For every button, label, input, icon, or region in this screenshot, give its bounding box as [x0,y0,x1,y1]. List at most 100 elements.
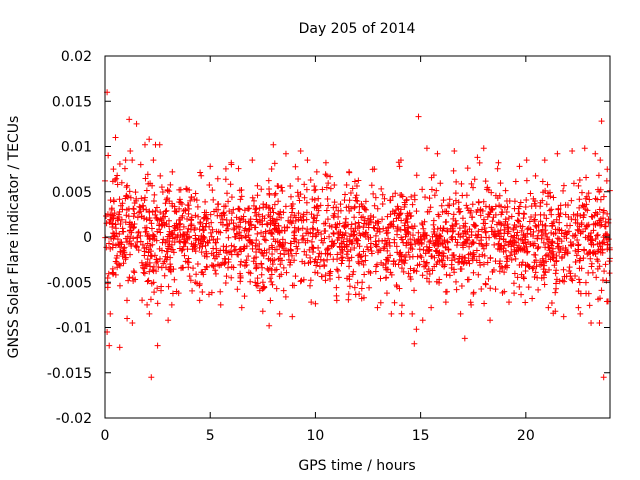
data-point [351,231,358,238]
data-point [553,285,560,292]
data-point [449,233,456,240]
data-point [596,206,603,213]
data-point [543,215,550,222]
data-point [254,283,261,290]
data-point [503,198,510,205]
data-point [456,225,463,232]
data-point [387,197,394,204]
data-point [404,225,411,232]
data-point [542,187,549,194]
data-point [510,280,517,287]
data-point [480,145,487,152]
data-point [268,266,275,273]
data-point [163,196,170,203]
data-point [532,211,539,218]
data-point [243,261,250,268]
data-point [451,256,458,263]
data-point [168,241,175,248]
data-point [145,277,152,284]
data-point [324,195,331,202]
data-point [206,237,213,244]
data-point [396,163,403,170]
data-point [312,269,319,276]
data-point [280,209,287,216]
data-point [124,182,131,189]
data-point [600,209,607,216]
data-point [287,214,294,221]
data-point [237,196,244,203]
x-tick-label: 20 [517,428,535,444]
data-point [338,254,345,261]
data-point [423,145,430,152]
data-point [592,150,599,157]
data-point [210,245,217,252]
data-point [222,279,229,286]
data-point [397,249,404,256]
data-point [154,342,161,349]
data-point [515,217,522,224]
data-point [116,160,123,167]
data-point [180,223,187,230]
data-point [237,272,244,279]
data-point [342,215,349,222]
data-point [374,225,381,232]
data-point [550,194,557,201]
data-point [338,260,345,267]
data-point [169,290,176,297]
data-point [419,221,426,228]
data-point [227,248,234,255]
data-point [603,236,610,243]
data-point [148,280,155,287]
data-point [315,253,322,260]
data-point [391,210,398,217]
data-point [394,225,401,232]
data-point [444,228,451,235]
data-point [427,204,434,211]
data-point [405,270,412,277]
data-point [411,340,418,347]
data-point [253,237,260,244]
data-point [391,236,398,243]
data-point [141,141,148,148]
data-point [532,172,539,179]
data-point [572,216,579,223]
data-point [501,242,508,249]
data-point [383,227,390,234]
data-point [495,240,502,247]
data-point [123,184,130,191]
data-point [416,261,423,268]
data-point [397,226,404,233]
data-point [313,231,320,238]
data-point [333,266,340,273]
data-point [576,196,583,203]
data-point [217,247,224,254]
data-point [456,255,463,262]
data-point [148,253,155,260]
data-point [314,203,321,210]
data-point [192,212,199,219]
data-point [466,234,473,241]
data-point [598,118,605,125]
data-point [494,228,501,235]
data-point [344,275,351,282]
data-point [393,243,400,250]
data-point [443,288,450,295]
data-point [302,239,309,246]
data-point [236,206,243,213]
data-point [452,278,459,285]
data-point [174,233,181,240]
data-point [371,202,378,209]
data-point [160,236,167,243]
data-point [334,251,341,258]
data-point [408,223,415,230]
data-point [212,270,219,277]
data-point [409,253,416,260]
data-point [550,219,557,226]
data-point [356,230,363,237]
data-points [102,89,613,381]
data-point [594,231,601,238]
data-point [313,217,320,224]
data-point [529,240,536,247]
data-point [266,191,273,198]
data-point [417,233,424,240]
